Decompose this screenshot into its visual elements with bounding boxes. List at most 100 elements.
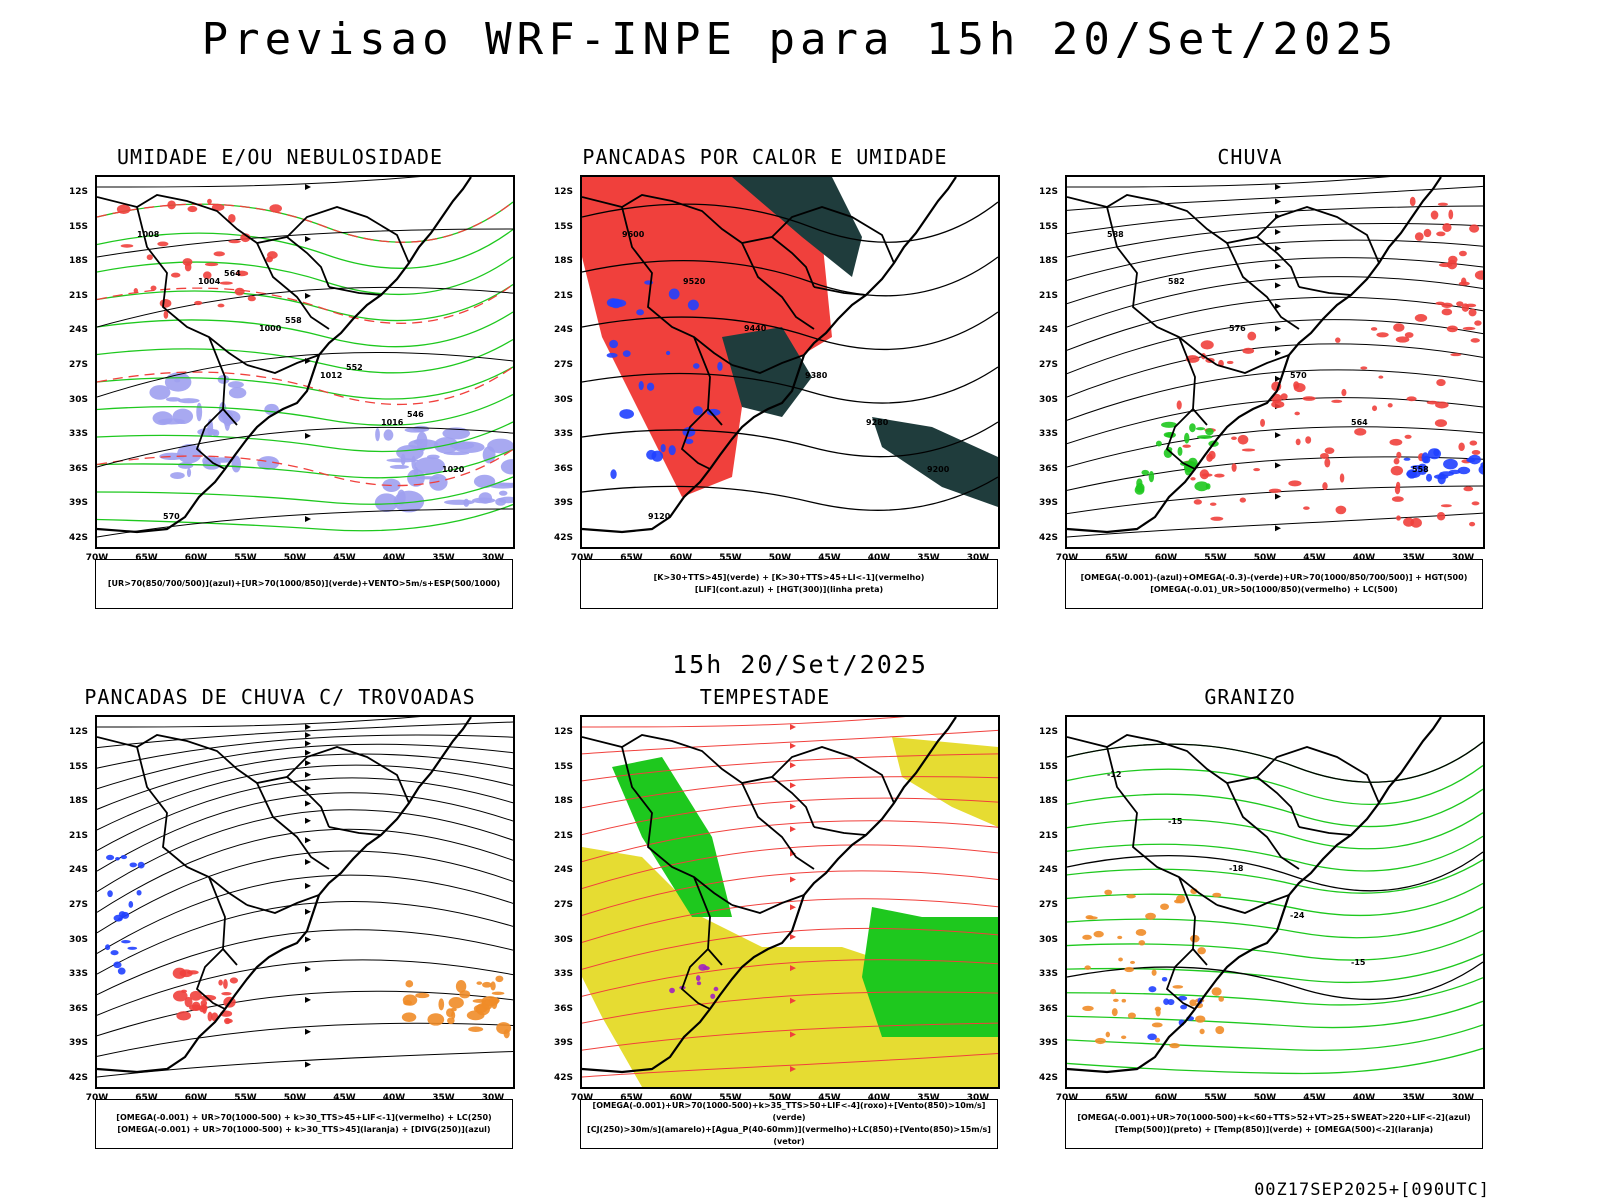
- panel-chuva: CHUVA 588 582 576 570 564 558 [OMEGA(-0.001)-…: [1035, 145, 1485, 609]
- weather-map: 9600 9520 9440 9380 9280 9200 9120: [582, 177, 998, 534]
- lon-label: 40W: [382, 1093, 406, 1103]
- lon-label: 45W: [818, 553, 841, 563]
- map-frame: 1008 1004 1000 1012 1016 1020 570 564 558 552 546: [95, 175, 515, 549]
- lat-label: 39S: [1039, 498, 1059, 509]
- legend-line: [OMEGA(-0.001)+UR>70(1000-500)+k<60+TTS>…: [1077, 1113, 1471, 1122]
- lat-label: 27S: [69, 900, 89, 910]
- contour-label: 1004: [198, 277, 221, 286]
- contour-label: 9120: [648, 512, 671, 521]
- lat-label: 30S: [554, 394, 574, 405]
- lat-label: 33S: [69, 429, 89, 440]
- lat-label: 15S: [1039, 761, 1059, 772]
- lon-label: 45W: [818, 1093, 841, 1103]
- contour-label: 9200: [927, 465, 950, 474]
- lon-label: 50W: [1253, 1093, 1277, 1103]
- lat-label: 18S: [69, 256, 89, 267]
- lat-label: 15S: [554, 221, 574, 232]
- contour-label: 576: [1229, 324, 1246, 333]
- lon-label: 40W: [867, 1093, 891, 1103]
- contour-label: 564: [1351, 418, 1368, 427]
- lon-label: 30W: [481, 553, 505, 563]
- legend-line: [OMEGA(-0.001) + UR>70(1000-500) + k>30_…: [117, 1125, 491, 1134]
- panel-pancadas-trovoadas: PANCADAS DE CHUVA C/ TROVOADAS [OMEGA(-0…: [65, 685, 515, 1149]
- lon-label: 60W: [184, 1093, 208, 1103]
- weather-map: -12 -15 -18 -24 -15: [1067, 717, 1483, 1075]
- contour-label: 1012: [320, 371, 342, 380]
- lon-label: 65W: [135, 1093, 158, 1103]
- lon-label: 55W: [1204, 553, 1227, 563]
- lat-label: 18S: [1039, 796, 1059, 807]
- lat-label: 24S: [69, 865, 89, 876]
- lat-label: 21S: [69, 830, 89, 841]
- main-title: Previsao WRF-INPE para 15h 20/Set/2025: [201, 14, 1399, 65]
- lon-label: 70W: [85, 1093, 109, 1103]
- panel-legend: [K>30+TTS>45](verde) + [K>30+TTS>45+LI<-…: [580, 559, 998, 609]
- lat-label: 12S: [1039, 187, 1059, 197]
- lat-label: 42S: [1039, 1073, 1059, 1083]
- lat-label: 42S: [554, 1073, 574, 1083]
- lon-label: 65W: [620, 553, 643, 563]
- lat-label: 33S: [1039, 969, 1059, 980]
- lon-label: 45W: [1303, 1093, 1326, 1103]
- lon-label: 30W: [1451, 553, 1475, 563]
- legend-line: [OMEGA(-0.001)+UR>70(1000-500)+k>35_TTS>…: [592, 1101, 986, 1122]
- contour-label: 9380: [805, 371, 828, 380]
- lon-label: 35W: [432, 1093, 455, 1103]
- lat-label: 21S: [1039, 830, 1059, 841]
- contour-label: 558: [1412, 465, 1429, 474]
- lon-label: 60W: [669, 1093, 693, 1103]
- lat-label: 18S: [554, 796, 574, 807]
- panel-granizo: GRANIZO -12 -15 -18 -24 -15 [OMEGA(-0.001)+U…: [1035, 685, 1485, 1149]
- lat-label: 30S: [69, 394, 89, 405]
- lon-label: 35W: [1402, 553, 1425, 563]
- legend-line: [OMEGA(-0.01)_UR>50(1000/850)(vermelho) …: [1150, 585, 1398, 594]
- lat-label: 21S: [69, 290, 89, 301]
- lat-label: 36S: [1039, 1003, 1059, 1014]
- lat-label: 42S: [554, 533, 574, 543]
- lat-label: 24S: [1039, 865, 1059, 876]
- lat-label: 18S: [69, 796, 89, 807]
- lat-label: 33S: [554, 429, 574, 440]
- lon-label: 60W: [1154, 1093, 1178, 1103]
- lon-label: 30W: [966, 553, 990, 563]
- lat-label: 30S: [1039, 934, 1059, 945]
- lon-label: 55W: [719, 553, 742, 563]
- contour-label: 570: [163, 512, 180, 521]
- lat-label: 15S: [554, 761, 574, 772]
- map-frame: -12 -15 -18 -24 -15: [1065, 715, 1485, 1089]
- lon-label: 30W: [1451, 1093, 1475, 1103]
- lon-label: 70W: [1055, 1093, 1079, 1103]
- lon-label: 30W: [481, 1093, 505, 1103]
- lon-label: 60W: [184, 553, 208, 563]
- lat-label: 42S: [1039, 533, 1059, 543]
- lon-label: 50W: [283, 1093, 307, 1103]
- contour-label: 1016: [381, 418, 404, 427]
- lat-label: 18S: [554, 256, 574, 267]
- lon-label: 40W: [867, 553, 891, 563]
- lon-label: 70W: [1055, 553, 1079, 563]
- lat-label: 39S: [69, 1038, 89, 1049]
- contour-label: 9520: [683, 277, 706, 286]
- panel-title: CHUVA: [1217, 145, 1283, 169]
- panel-title: PANCADAS DE CHUVA C/ TROVOADAS: [84, 685, 476, 709]
- lat-label: 27S: [554, 360, 574, 370]
- contour-label: -15: [1168, 817, 1183, 826]
- lat-label: 24S: [554, 865, 574, 876]
- lon-label: 50W: [768, 553, 792, 563]
- lon-label: 40W: [1352, 1093, 1376, 1103]
- forecast-time-label: 15h 20/Set/2025: [672, 650, 928, 679]
- lat-label: 30S: [69, 934, 89, 945]
- lat-label: 36S: [69, 463, 89, 474]
- lat-label: 30S: [554, 934, 574, 945]
- legend-line: [Temp(500)](preto) + [Temp(850)](verde) …: [1114, 1125, 1434, 1134]
- contour-label: 9600: [622, 230, 645, 239]
- lat-label: 15S: [69, 761, 89, 772]
- lon-label: 55W: [1204, 1093, 1227, 1103]
- lat-label: 12S: [69, 187, 89, 197]
- lat-label: 21S: [554, 290, 574, 301]
- lat-label: 39S: [69, 498, 89, 509]
- panel-title: GRANIZO: [1204, 685, 1296, 709]
- lat-label: 12S: [69, 727, 89, 737]
- lat-label: 30S: [1039, 394, 1059, 405]
- panel-legend: [OMEGA(-0.001)-(azul)+OMEGA(-0.3)-(verde…: [1065, 559, 1483, 609]
